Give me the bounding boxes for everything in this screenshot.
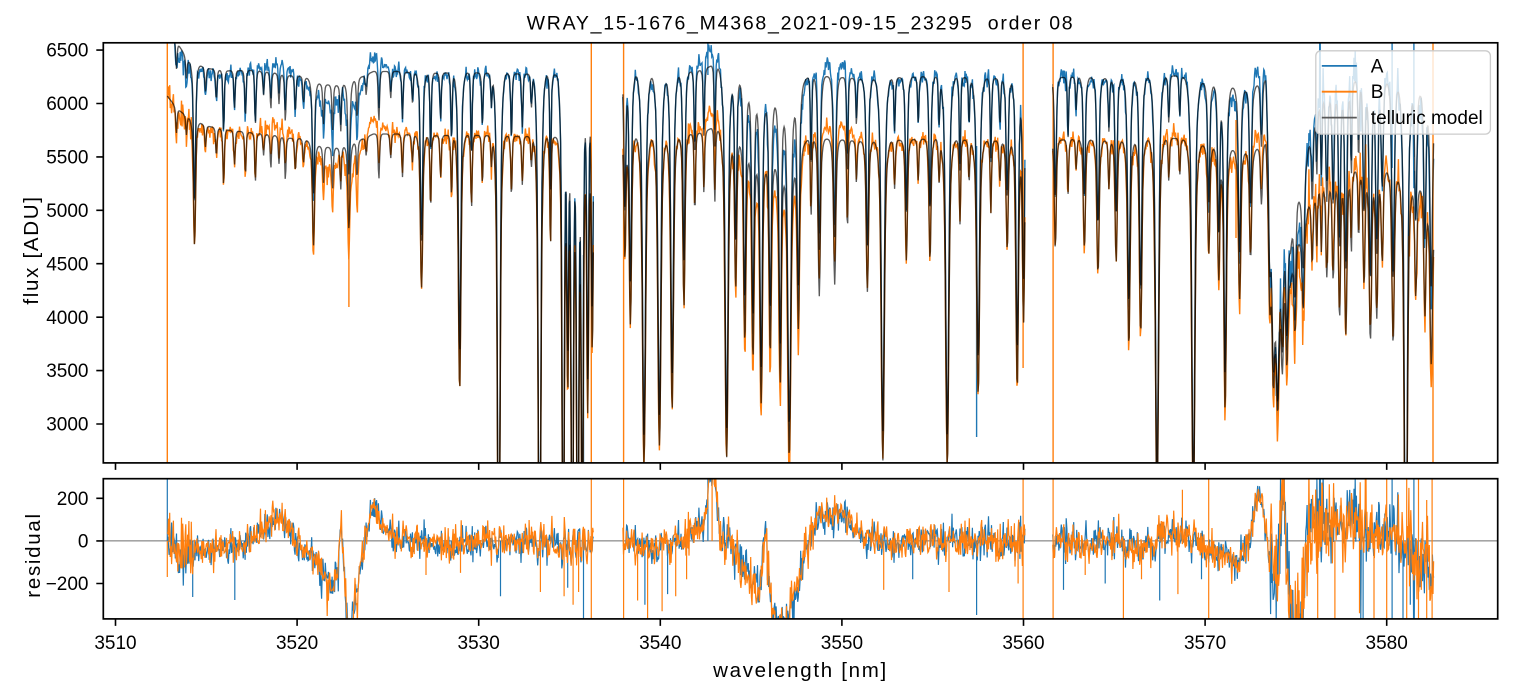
svg-text:3500: 3500 — [46, 361, 88, 382]
svg-text:4000: 4000 — [46, 308, 88, 329]
svg-text:A: A — [1371, 56, 1384, 77]
svg-text:3580: 3580 — [1366, 633, 1408, 654]
svg-text:3530: 3530 — [458, 633, 500, 654]
svg-text:−200: −200 — [46, 574, 89, 595]
svg-text:200: 200 — [57, 489, 89, 510]
svg-text:3520: 3520 — [276, 633, 318, 654]
svg-text:WRAY_15-1676_M4368_2021-09-15_: WRAY_15-1676_M4368_2021-09-15_23295 orde… — [527, 12, 1075, 34]
svg-text:6500: 6500 — [46, 41, 88, 62]
svg-text:3570: 3570 — [1184, 633, 1226, 654]
svg-text:B: B — [1371, 82, 1384, 103]
svg-text:5000: 5000 — [46, 201, 88, 222]
svg-text:3510: 3510 — [94, 633, 136, 654]
svg-text:flux [ADU]: flux [ADU] — [20, 195, 43, 304]
svg-text:wavelength [nm]: wavelength [nm] — [712, 659, 888, 682]
svg-text:6000: 6000 — [46, 94, 88, 115]
svg-text:3550: 3550 — [821, 633, 863, 654]
svg-text:telluric model: telluric model — [1371, 108, 1483, 129]
svg-text:3000: 3000 — [46, 415, 88, 436]
svg-text:3560: 3560 — [1002, 633, 1044, 654]
svg-text:5500: 5500 — [46, 148, 88, 169]
svg-text:residual: residual — [22, 512, 45, 597]
svg-text:0: 0 — [78, 532, 89, 553]
svg-text:4500: 4500 — [46, 254, 88, 275]
svg-text:3540: 3540 — [639, 633, 681, 654]
